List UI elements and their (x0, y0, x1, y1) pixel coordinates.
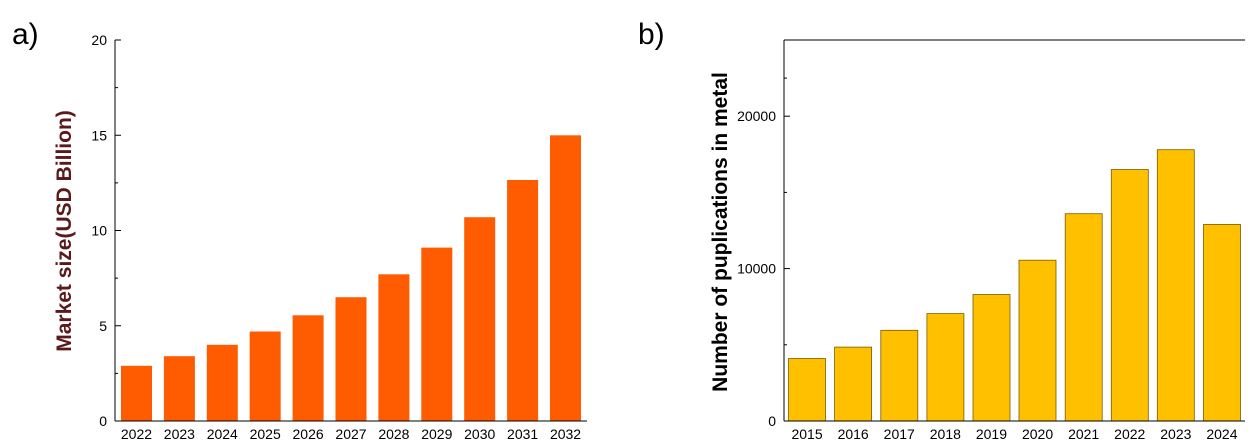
x-tick-label: 2016 (838, 426, 869, 442)
y-tick-label: 10000 (737, 261, 776, 277)
y-tick-label: 0 (768, 413, 776, 429)
y-tick-label: 20 (91, 32, 107, 48)
x-tick-label: 2021 (1068, 426, 1099, 442)
bar-2018 (926, 313, 965, 422)
y-tick-label: 0 (99, 413, 107, 429)
x-tick-label: 2015 (791, 426, 822, 442)
x-tick-label: 2024 (207, 426, 238, 442)
panel-b-x-ticks: 2015 2016 2017 2018 2019 2020 2021 2022 2023 2024 (791, 426, 1237, 442)
panel-a-y-ticks: 0 5 10 15 20 (91, 32, 121, 429)
panel-b-y-ticks: 0 10000 20000 (737, 77, 790, 429)
panel-a-label: a) (12, 18, 39, 51)
y-tick-label: 15 (91, 127, 107, 143)
x-tick-label: 2017 (884, 426, 915, 442)
panel-a: a) 0 5 10 15 20 2022 2023 2024 2025 2026 2027 2028… (12, 18, 587, 442)
x-tick-label: 2027 (335, 426, 366, 442)
x-tick-label: 2020 (1022, 426, 1053, 442)
x-tick-label: 2025 (250, 426, 281, 442)
x-tick-label: 2023 (1160, 426, 1191, 442)
bar-2025 (249, 331, 281, 421)
bar-2028 (378, 274, 410, 421)
bar-2023 (163, 356, 195, 421)
bar-2016 (834, 346, 872, 422)
panel-a-x-ticks: 2022 2023 2024 2025 2026 2027 2028 2029 2030 2031… (121, 426, 581, 442)
x-tick-label: 2022 (121, 426, 152, 442)
panel-a-bars (121, 135, 581, 422)
x-tick-label: 2030 (464, 426, 495, 442)
x-tick-label: 2026 (293, 426, 324, 442)
x-tick-label: 2022 (1114, 426, 1145, 442)
x-tick-label: 2031 (507, 426, 538, 442)
bar-2023 (1156, 149, 1195, 422)
panel-a-y-axis-label: Market size(USD Billion) (53, 110, 76, 352)
bar-2030 (464, 217, 496, 421)
bar-2015 (788, 358, 826, 422)
bar-2017 (880, 329, 919, 422)
bar-2032 (550, 135, 581, 422)
panel-b-axes (783, 39, 1245, 422)
bar-2026 (292, 315, 324, 421)
x-tick-label: 2023 (164, 426, 195, 442)
bar-2027 (335, 297, 367, 421)
bar-2021 (1064, 213, 1103, 422)
bar-2019 (972, 294, 1011, 422)
y-tick-label: 10 (91, 223, 107, 239)
bar-2029 (421, 247, 453, 421)
x-tick-label: 2018 (930, 426, 961, 442)
y-tick-label: 20000 (737, 108, 776, 124)
bar-2024 (1203, 223, 1241, 422)
bar-2022 (121, 365, 152, 421)
x-tick-label: 2029 (421, 426, 452, 442)
panel-b-y-axis-label: Number of puplications in metal (709, 72, 732, 392)
x-tick-label: 2032 (550, 426, 581, 442)
bar-2022 (1110, 169, 1149, 422)
x-tick-label: 2019 (976, 426, 1007, 442)
bar-2020 (1018, 259, 1057, 422)
bar-2024 (206, 344, 238, 421)
panel-b-bars (788, 149, 1241, 422)
bar-2031 (507, 180, 539, 421)
x-tick-label: 2028 (378, 426, 409, 442)
x-tick-label: 2024 (1206, 426, 1237, 442)
panel-b-label: b) (638, 18, 665, 51)
y-tick-label: 5 (99, 318, 107, 334)
